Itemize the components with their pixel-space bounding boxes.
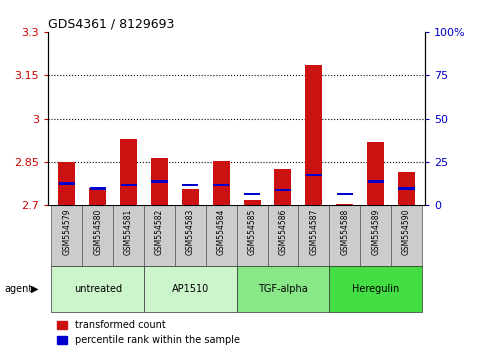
Bar: [391, 205, 422, 266]
Bar: [113, 205, 144, 266]
Bar: [121, 184, 137, 186]
Bar: [368, 181, 384, 183]
Bar: [213, 160, 230, 205]
Bar: [151, 158, 168, 205]
Bar: [90, 187, 106, 190]
Bar: [298, 205, 329, 266]
Bar: [182, 189, 199, 205]
Bar: [268, 205, 298, 266]
Bar: [206, 205, 237, 266]
Text: GSM554579: GSM554579: [62, 208, 71, 255]
Text: agent: agent: [5, 284, 33, 293]
Bar: [182, 184, 199, 186]
Bar: [144, 205, 175, 266]
Bar: [274, 169, 291, 205]
Text: GSM554589: GSM554589: [371, 208, 380, 255]
Text: GSM554585: GSM554585: [248, 208, 256, 255]
Bar: [337, 193, 353, 195]
Bar: [244, 193, 260, 195]
Text: GSM554580: GSM554580: [93, 208, 102, 255]
Legend: transformed count, percentile rank within the sample: transformed count, percentile rank withi…: [53, 316, 243, 349]
Bar: [329, 205, 360, 266]
Bar: [237, 205, 268, 266]
Bar: [237, 266, 329, 312]
Bar: [398, 172, 415, 205]
Bar: [59, 182, 75, 184]
Bar: [329, 266, 422, 312]
Bar: [82, 205, 113, 266]
Text: TGF-alpha: TGF-alpha: [258, 284, 308, 293]
Bar: [175, 205, 206, 266]
Text: GSM554581: GSM554581: [124, 208, 133, 255]
Text: GDS4361 / 8129693: GDS4361 / 8129693: [48, 18, 175, 31]
Text: GSM554588: GSM554588: [340, 208, 349, 255]
Text: AP1510: AP1510: [172, 284, 209, 293]
Bar: [306, 173, 322, 176]
Text: GSM554584: GSM554584: [217, 208, 226, 255]
Text: GSM554583: GSM554583: [186, 208, 195, 255]
Bar: [51, 205, 82, 266]
Bar: [367, 142, 384, 205]
Bar: [275, 189, 291, 192]
Bar: [120, 139, 137, 205]
Bar: [213, 184, 229, 186]
Text: GSM554586: GSM554586: [279, 208, 287, 255]
Bar: [360, 205, 391, 266]
Bar: [144, 266, 237, 312]
Text: ▶: ▶: [31, 284, 39, 293]
Text: GSM554587: GSM554587: [310, 208, 318, 255]
Bar: [89, 188, 106, 205]
Bar: [243, 200, 261, 205]
Bar: [51, 266, 144, 312]
Bar: [398, 187, 414, 190]
Bar: [305, 65, 322, 205]
Bar: [336, 204, 353, 205]
Text: Heregulin: Heregulin: [352, 284, 399, 293]
Bar: [58, 162, 75, 205]
Text: GSM554582: GSM554582: [155, 208, 164, 255]
Text: GSM554590: GSM554590: [402, 208, 411, 255]
Bar: [151, 181, 168, 183]
Text: untreated: untreated: [73, 284, 122, 293]
